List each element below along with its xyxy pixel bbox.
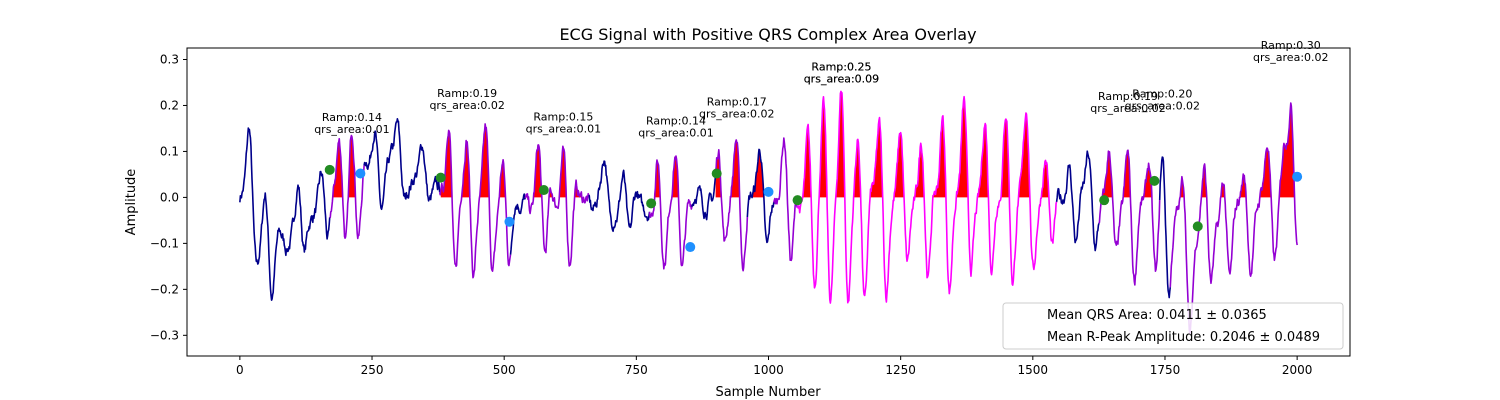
qrs-area-label: qrs_area:0.02 [699, 108, 774, 121]
qrs-area-label: qrs_area:0.02 [1253, 51, 1328, 64]
ecg-signal-segment [524, 144, 590, 267]
qrs-area-label: qrs_area:0.01 [526, 123, 601, 136]
x-tick-label: 250 [361, 363, 384, 377]
x-tick-label: 1750 [1150, 363, 1181, 377]
x-tick-label: 1250 [885, 363, 916, 377]
r-peak-amplitude-label: Ramp:0.14 [646, 114, 706, 127]
r-peak-amplitude-label: Ramp:0.19 [437, 87, 497, 100]
ecg-signal-segment [1098, 149, 1161, 286]
ecg-signal-segment [691, 171, 717, 221]
qrs-area-fill [440, 123, 510, 198]
ecg-signal-segment [588, 160, 651, 233]
qrs-area-label: qrs_area:0.02 [1125, 100, 1200, 113]
qrs-area-fill [649, 156, 692, 198]
r-peak-amplitude-label: Ramp:0.15 [533, 111, 593, 124]
ecg-signal-segment [714, 139, 749, 272]
qrs-area-fill [1170, 103, 1298, 198]
ecg-signal-segment [438, 123, 512, 279]
x-tick-label: 500 [493, 363, 516, 377]
qrs-offset-marker [685, 242, 696, 253]
r-peak-amplitude-label: Ramp:0.30 [1261, 39, 1321, 52]
qrs-offset-marker [355, 168, 366, 179]
x-axis-title: Sample Number [715, 385, 821, 400]
legend-entry-qrs-area: Mean QRS Area: 0.0411 ± 0.0365 [1047, 308, 1267, 323]
qrs-area-label: qrs_area:0.02 [1090, 102, 1165, 115]
x-tick-label: 1500 [1018, 363, 1049, 377]
x-tick-label: 0 [236, 363, 244, 377]
ecg-signal-layer [239, 90, 1298, 335]
qrs-area-label: qrs_area:0.02 [429, 99, 504, 112]
ecg-signal-segment [1055, 150, 1100, 252]
x-axis: 0 250 500 750 1000 1250 1500 1750 2000 [236, 356, 1312, 377]
y-tick-label: 0.1 [160, 144, 179, 158]
qrs-offset-marker [763, 186, 774, 197]
x-tick-label: 1000 [753, 363, 784, 377]
y-tick-label: 0.2 [160, 98, 179, 112]
qrs-onset-marker [1149, 175, 1160, 186]
ecg-signal-segment [509, 193, 526, 255]
ecg-signal-segment [239, 127, 331, 301]
r-peak-amplitude-label: Ramp:0.25 [811, 61, 871, 74]
y-tick-label: −0.3 [150, 328, 179, 342]
qrs-onset-marker [646, 198, 657, 209]
legend-entry-r-peak: Mean R-Peak Amplitude: 0.2046 ± 0.0489 [1047, 330, 1320, 345]
chart-title: ECG Signal with Positive QRS Complex Are… [559, 25, 976, 44]
legend: Mean QRS Area: 0.0411 ± 0.0365 Mean R-Pe… [1002, 302, 1344, 350]
y-axis-title: Amplitude [124, 169, 139, 236]
qrs-area-fill [525, 144, 589, 198]
qrs-onset-marker [324, 164, 335, 175]
ecg-signal-segment [1158, 156, 1172, 299]
x-tick-label: 750 [625, 363, 648, 377]
r-peak-amplitude-label: Ramp:0.19 [1098, 90, 1158, 103]
ecg-signal-segment [796, 90, 1058, 304]
r-peak-amplitude-label: Ramp:0.17 [707, 96, 767, 109]
qrs-area-label: qrs_area:0.09 [804, 73, 879, 86]
qrs-offset-marker [504, 216, 515, 227]
plot-area: Ramp:0.14qrs_area:0.01Ramp:0.19qrs_area:… [239, 39, 1329, 335]
legend-box [1002, 302, 1344, 350]
r-peak-amplitude-label: Ramp:0.25 [811, 61, 871, 74]
annotation-layer: Ramp:0.14qrs_area:0.01Ramp:0.19qrs_area:… [314, 39, 1328, 139]
qrs-onset-marker [792, 195, 803, 206]
y-tick-label: 0.0 [160, 190, 179, 204]
ecg-signal-segment [746, 148, 775, 244]
qrs-onset-marker [538, 185, 549, 196]
qrs-onset-marker [1192, 221, 1203, 232]
ecg-signal-segment [648, 155, 693, 270]
marker-layer [324, 164, 1303, 253]
qrs-onset-marker [711, 168, 722, 179]
qrs-onset-marker [1099, 195, 1110, 206]
qrs-area-label: qrs_area:0.09 [804, 73, 879, 86]
x-tick-label: 2000 [1282, 363, 1313, 377]
r-peak-amplitude-label: Ramp:0.14 [322, 111, 382, 124]
qrs-offset-marker [1292, 171, 1303, 182]
r-peak-amplitude-label: Ramp:0.20 [1132, 88, 1192, 101]
y-tick-label: 0.3 [160, 52, 179, 66]
qrs-area-label: qrs_area:0.01 [638, 126, 713, 139]
qrs-area-label: qrs_area:0.01 [314, 123, 389, 136]
y-tick-label: −0.2 [150, 282, 179, 296]
y-tick-label: −0.1 [150, 236, 179, 250]
ecg-signal-segment [363, 118, 441, 211]
y-axis: −0.3 −0.2 −0.1 0.0 0.1 0.2 0.3 [150, 52, 187, 342]
ecg-signal-segment [329, 134, 365, 240]
qrs-onset-marker [435, 172, 446, 183]
ecg-signal-segment [773, 137, 799, 262]
